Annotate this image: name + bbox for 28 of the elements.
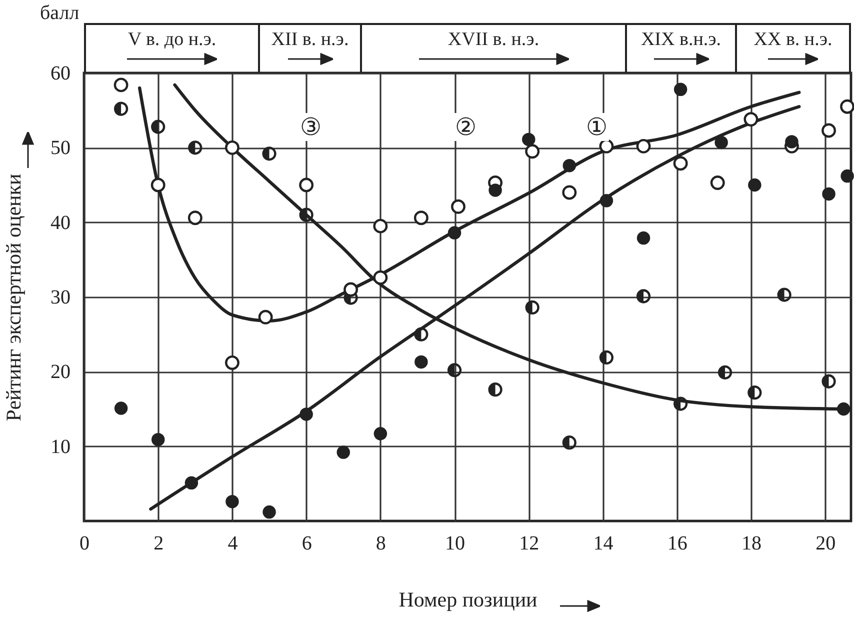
- y-tick-label: 40: [50, 212, 70, 234]
- x-tick-label: 8: [376, 532, 386, 554]
- text: V в. до н.э.: [126, 29, 218, 51]
- x-tick-label: 18: [741, 532, 762, 554]
- annotation: ③: [299, 113, 323, 141]
- y-tick-label: 30: [50, 286, 70, 308]
- text: XVII в. н.э.: [446, 29, 540, 51]
- x-tick-label: 20: [816, 532, 836, 554]
- x-axis-title: Номер позиции: [398, 588, 538, 612]
- x-tick-label: 10: [445, 532, 466, 554]
- text: XII в. н.э.: [270, 29, 350, 51]
- text: XX в. н.э.: [752, 29, 834, 51]
- y-axis-title: Рейтинг экспертной оценки: [2, 174, 26, 422]
- x-tick-label: 14: [593, 532, 614, 554]
- x-tick-label: 2: [154, 532, 164, 554]
- x-tick-label: 12: [519, 532, 540, 554]
- text: XIX в.н.э.: [640, 29, 722, 51]
- x-tick-label: 0: [80, 532, 90, 554]
- text: балл: [40, 2, 80, 25]
- x-tick-label: 16: [667, 532, 688, 554]
- y-tick-label: 60: [50, 62, 70, 84]
- annotation: ①: [585, 113, 609, 141]
- x-tick-label: 4: [228, 532, 238, 554]
- annotation: ②: [454, 113, 478, 141]
- y-tick-label: 50: [50, 137, 70, 160]
- y-tick-label: 10: [50, 436, 70, 458]
- y-tick-label: 20: [50, 361, 70, 384]
- x-tick-label: 6: [302, 532, 312, 554]
